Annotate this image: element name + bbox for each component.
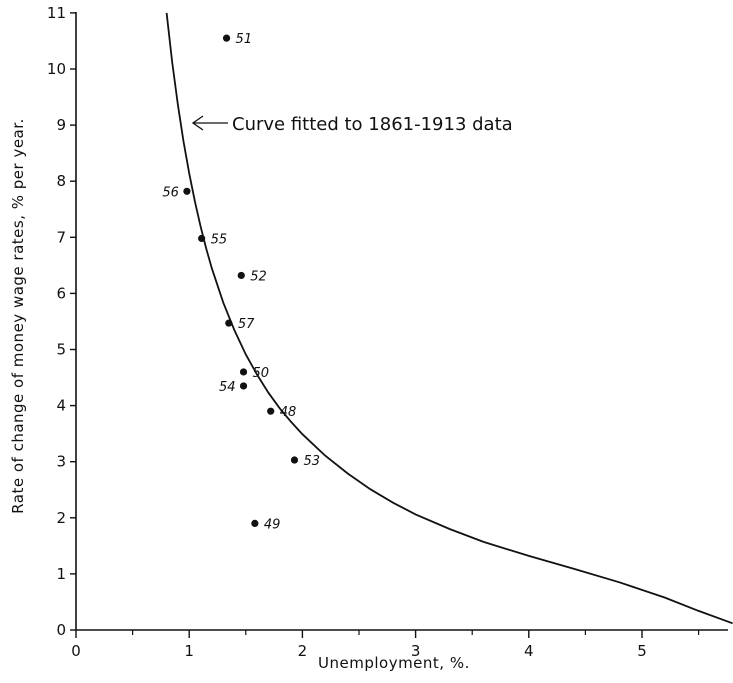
data-point-54 [239, 382, 248, 390]
data-point-label-54: 54 [219, 380, 236, 395]
curve-annotation: Curve fitted to 1861-1913 data [191, 114, 513, 135]
data-point-48 [267, 407, 275, 415]
y-tick-label: 3 [56, 453, 66, 471]
y-axis-ticks: 0 1 2 3 4 5 6 7 8 9 10 11 [47, 4, 76, 639]
y-tick-label: 6 [56, 284, 66, 302]
y-tick-label: 4 [56, 397, 66, 415]
data-point-label-51: 51 [236, 32, 253, 47]
data-point-57 [225, 319, 233, 327]
fitted-curve [165, 12, 733, 625]
data-point-50 [239, 368, 248, 376]
x-tick-label: 5 [637, 642, 647, 660]
data-point-53 [290, 456, 299, 464]
x-tick-label: 0 [71, 642, 81, 660]
data-point-label-48: 48 [280, 405, 297, 420]
y-tick-label: 5 [56, 341, 66, 359]
x-tick-label: 4 [524, 642, 534, 660]
data-point-51 [222, 34, 231, 42]
data-point-label-53: 53 [303, 454, 320, 469]
y-tick-label: 2 [56, 509, 66, 527]
annotation-text: Curve fitted to 1861-1913 data [232, 114, 513, 135]
x-axis-title: Unemployment, %. [318, 654, 470, 672]
annotation-arrowhead [191, 115, 204, 131]
data-point-label-50: 50 [253, 366, 270, 381]
data-point-label-56: 56 [162, 185, 179, 200]
x-axis-ticks: 0 1 2 3 4 5 [71, 630, 700, 660]
y-tick-label: 10 [47, 60, 66, 78]
data-point-label-55: 55 [211, 232, 228, 247]
data-point-55 [198, 234, 206, 243]
data-point-49 [251, 519, 259, 528]
y-tick-label: 8 [56, 172, 66, 190]
y-tick-label: 9 [56, 116, 66, 134]
y-tick-label: 1 [56, 565, 66, 583]
x-tick-label: 3 [411, 642, 421, 660]
x-tick-label: 2 [298, 642, 308, 660]
data-point-56 [183, 187, 191, 195]
data-point-label-52: 52 [250, 269, 267, 284]
data-point-label-49: 49 [264, 517, 281, 532]
y-tick-label: 11 [47, 4, 66, 22]
data-points: 48 49 50 51 52 53 54 55 56 57 [162, 32, 320, 532]
x-tick-label: 1 [184, 642, 194, 660]
y-tick-label: 7 [56, 228, 66, 246]
y-axis-title: Rate of change of money wage rates, % pe… [9, 118, 27, 514]
y-tick-label: 0 [56, 621, 66, 639]
data-point-52 [237, 271, 245, 280]
data-point-label-57: 57 [238, 317, 255, 332]
